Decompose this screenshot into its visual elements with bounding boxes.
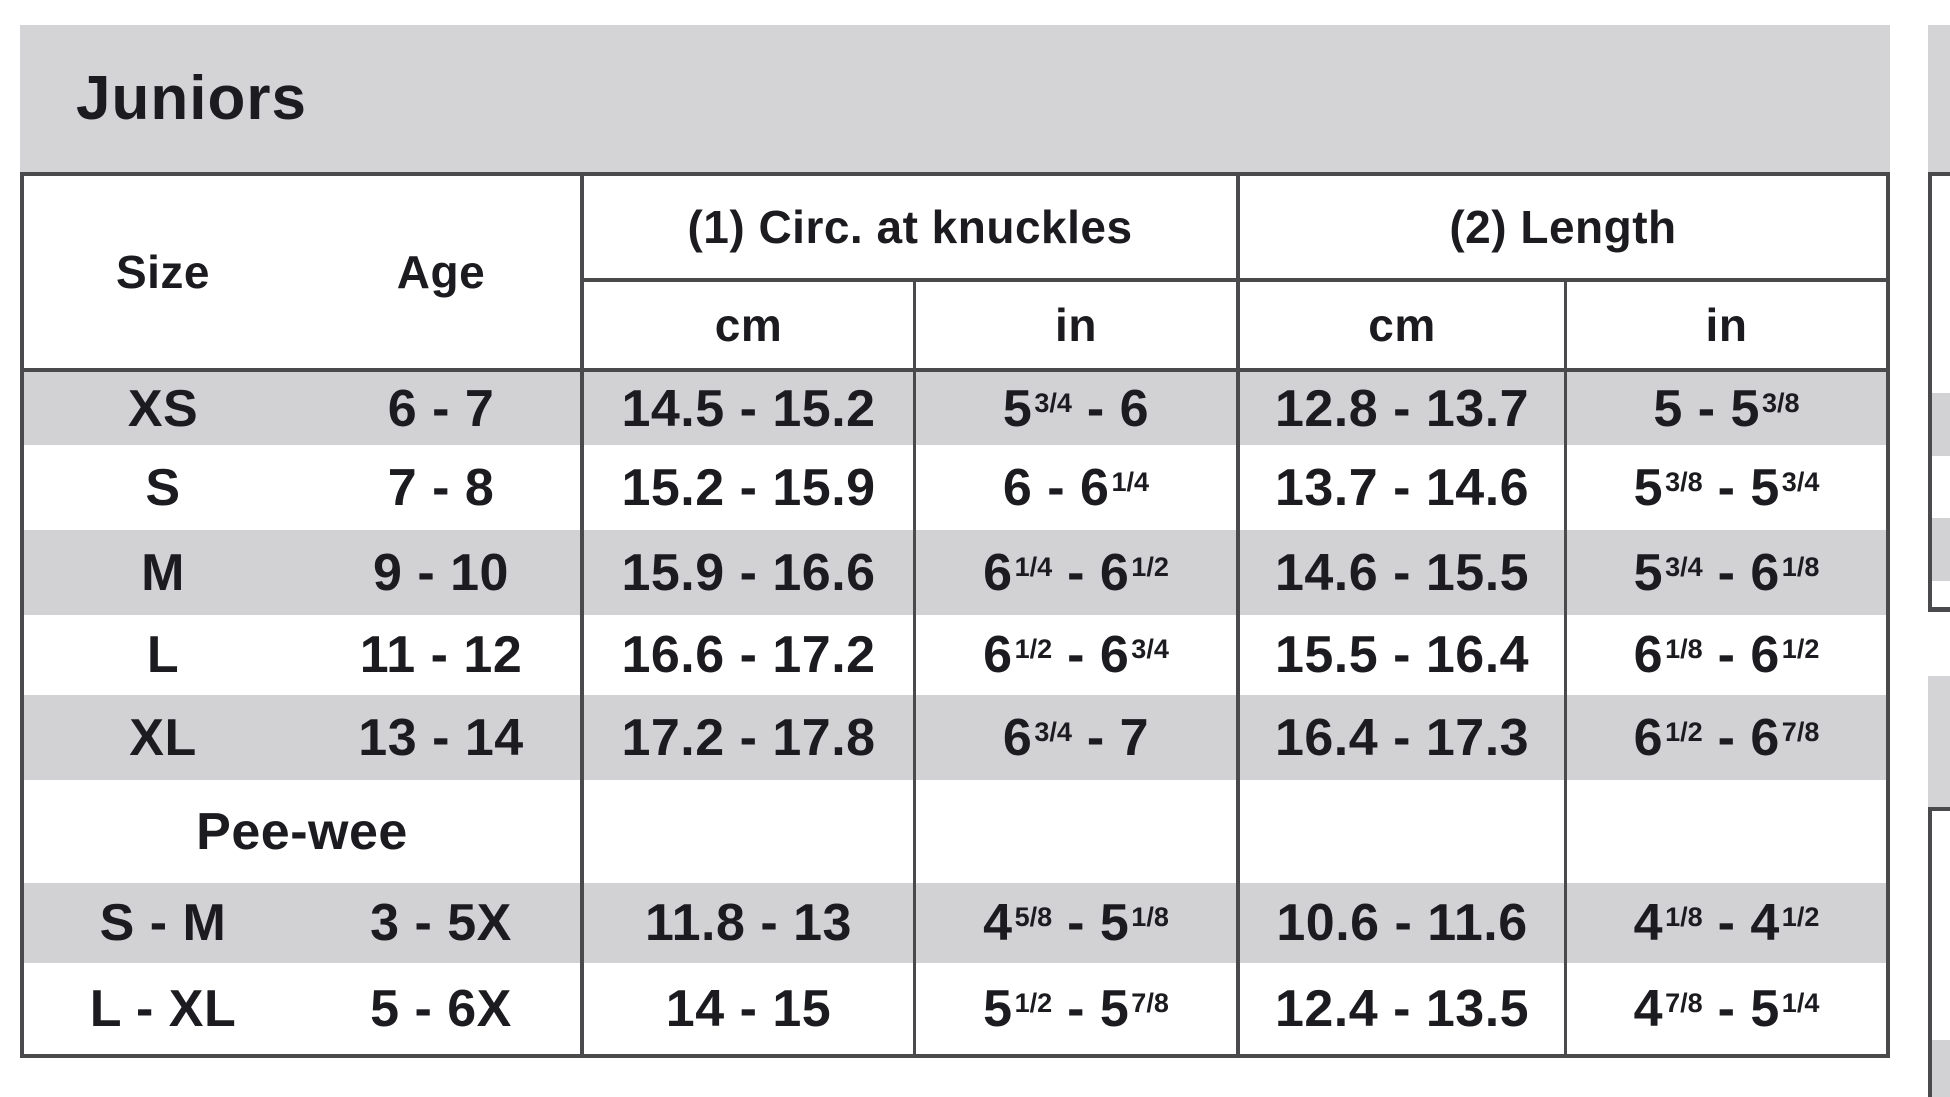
size-cell: S — [145, 458, 181, 517]
circ-in-cell: 45/8 - 51/8 — [913, 883, 1236, 963]
empty-circ-cm-cell — [580, 780, 913, 883]
age-cell: 3 - 5X — [302, 883, 580, 963]
fragment-table-bottom — [1928, 807, 1950, 1097]
length-in-cell: 53/8 - 53/4 — [1564, 445, 1886, 530]
fragment-row-stripe — [1932, 1040, 1950, 1097]
chart-title: Juniors — [76, 64, 307, 133]
length-in-unit-header: in — [1564, 282, 1886, 372]
length-cm-cell: 16.4 - 17.3 — [1236, 695, 1564, 780]
age-cell: 7 - 8 — [387, 458, 495, 517]
circ-in-cell: 53/4 - 6 — [913, 372, 1236, 445]
circ-in-cell: 61/2 - 63/4 — [913, 615, 1236, 695]
circ-cm-unit-header: cm — [580, 282, 913, 372]
size-cell: L — [146, 626, 180, 684]
circ-cm-cell: 15.2 - 15.9 — [580, 445, 913, 530]
fragment-header-band-top — [1928, 25, 1950, 172]
age-cell: 5 - 6X — [370, 979, 512, 1038]
length-cm-cell: 12.8 - 13.7 — [1236, 372, 1564, 445]
circ-cm-cell: 17.2 - 17.8 — [580, 695, 913, 780]
circ-cm-cell: 16.6 - 17.2 — [580, 615, 913, 695]
circ-in-cell: 61/4 - 61/2 — [913, 530, 1236, 615]
size-cell: XL — [24, 695, 302, 780]
length-cm-unit-header: cm — [1236, 282, 1564, 372]
circ-cm-cell: 15.9 - 16.6 — [580, 530, 913, 615]
size-table: Size Age (1) Circ. at knuckles (2) Lengt… — [20, 172, 1890, 1058]
size-column-header: Size — [115, 246, 211, 298]
size-cell: XS — [24, 372, 302, 445]
length-in-cell: 61/2 - 67/8 — [1564, 695, 1886, 780]
age-cell: 11 - 12 — [359, 626, 523, 684]
length-in-cell: 5 - 53/8 — [1564, 372, 1886, 445]
circ-in-cell: 6 - 61/4 — [913, 445, 1236, 530]
circ-cm-cell: 11.8 - 13 — [580, 883, 913, 963]
age-column-header: Age — [396, 246, 486, 298]
circ-at-knuckles-group-header: (1) Circ. at knuckles — [580, 176, 1236, 282]
size-cell: M — [24, 530, 302, 615]
length-cm-cell: 13.7 - 14.6 — [1236, 445, 1564, 530]
length-in-cell: 61/8 - 61/2 — [1564, 615, 1886, 695]
empty-length-in-cell — [1564, 780, 1886, 883]
length-in-cell: 47/8 - 51/4 — [1564, 963, 1886, 1054]
chart-title-band: Juniors — [20, 25, 1890, 172]
age-cell: 6 - 7 — [302, 372, 580, 445]
length-cm-cell: 14.6 - 15.5 — [1236, 530, 1564, 615]
length-cm-cell: 10.6 - 11.6 — [1236, 883, 1564, 963]
circ-cm-cell: 14 - 15 — [580, 963, 913, 1054]
length-in-cell: 53/4 - 61/8 — [1564, 530, 1886, 615]
size-cell: L - XL — [89, 979, 237, 1038]
fragment-table-top — [1928, 172, 1950, 612]
circ-in-cell: 51/2 - 57/8 — [913, 963, 1236, 1054]
fragment-row-stripe — [1932, 518, 1950, 581]
section-label-cell: Pee-wee — [196, 802, 408, 861]
fragment-header-band-bottom — [1928, 676, 1950, 807]
length-cm-cell: 15.5 - 16.4 — [1236, 615, 1564, 695]
circ-in-unit-header: in — [913, 282, 1236, 372]
length-cm-cell: 12.4 - 13.5 — [1236, 963, 1564, 1054]
circ-cm-cell: 14.5 - 15.2 — [580, 372, 913, 445]
length-in-cell: 41/8 - 41/2 — [1564, 883, 1886, 963]
juniors-size-chart: Juniors Size Age (1) Circ. at knuckles (… — [20, 25, 1890, 1058]
age-cell: 9 - 10 — [302, 530, 580, 615]
length-group-header: (2) Length — [1236, 176, 1886, 282]
age-cell: 13 - 14 — [302, 695, 580, 780]
empty-circ-in-cell — [913, 780, 1236, 883]
size-age-header-cell: Size Age — [24, 176, 580, 372]
size-cell: S - M — [24, 883, 302, 963]
fragment-row-stripe — [1932, 393, 1950, 456]
empty-length-cm-cell — [1236, 780, 1564, 883]
circ-in-cell: 63/4 - 7 — [913, 695, 1236, 780]
